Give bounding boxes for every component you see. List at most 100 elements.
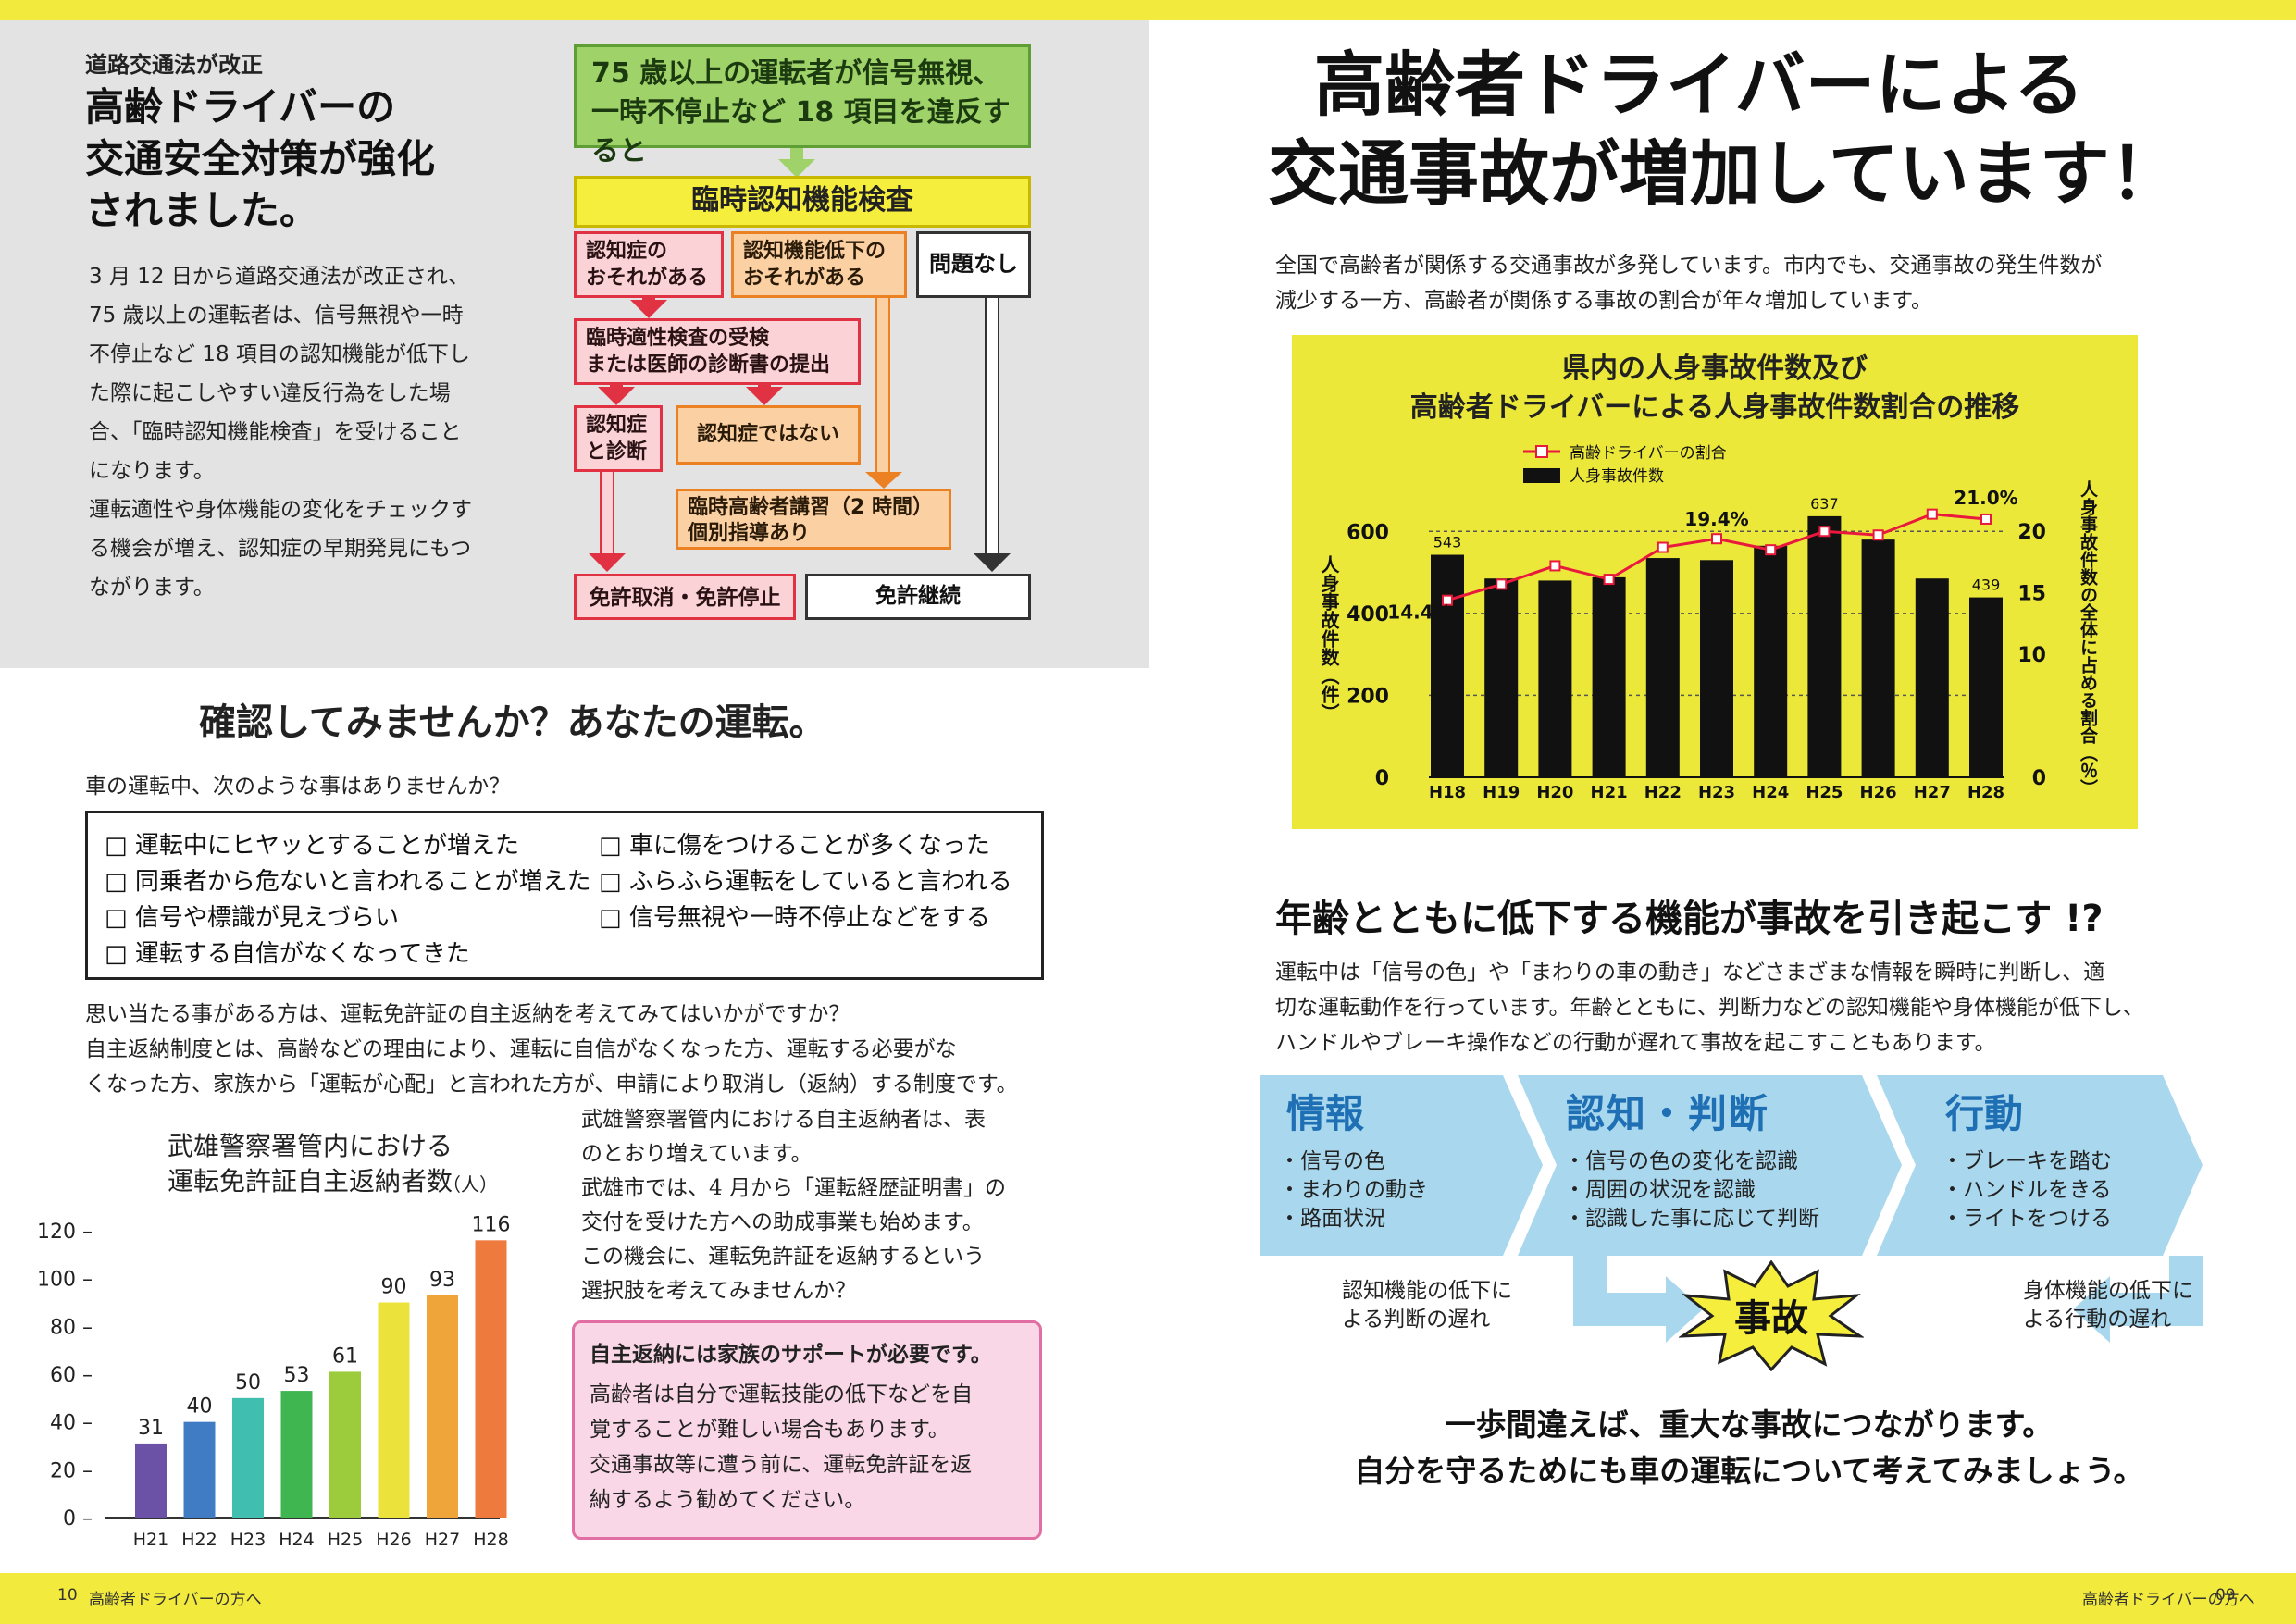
bar-value-label: 637 — [1810, 495, 1839, 513]
bar — [280, 1391, 313, 1518]
top-color-bar — [0, 0, 2296, 20]
body-line: 交通事故等に遭う前に、運転免許証を返 — [590, 1453, 973, 1477]
flow-decline-risk: 認知機能低下の おそれがある — [731, 231, 907, 298]
step-item: ・ブレーキを踏む — [1942, 1149, 2112, 1173]
y-tick-label: 20 – — [50, 1459, 93, 1482]
step-item: ・周囲の状況を認識 — [1564, 1178, 1756, 1202]
chevron-action — [1877, 1075, 2203, 1256]
x-tick-label: H22 — [1644, 783, 1682, 802]
down-arrow-icon — [598, 385, 635, 405]
y2-tick-label: 15 — [2017, 583, 2046, 606]
body-line: 自主返納制度とは、高齢などの理由により、運転に自信がなくなった方、運転する必要が… — [85, 1037, 957, 1061]
return-chart: 0 – 20 – 40 – 60 – 80 – 100 – 120 – 31 H21 40 H22 5… — [37, 1213, 510, 1550]
bottom-color-bar: 10 高齢者ドライバーの方へ 高齢者ドライバーの方へ 09 — [0, 1573, 2296, 1624]
bar — [1969, 597, 2003, 777]
right-arrow-icon — [1573, 1256, 1703, 1343]
line-value-label: 19.4% — [1684, 508, 1748, 530]
ratio-point — [1549, 560, 1561, 572]
x-tick-label: H27 — [1914, 783, 1951, 802]
body-line: 身体機能の低下に — [2023, 1279, 2193, 1303]
cause-left: 認知機能の低下に よる判断の遅れ — [1342, 1277, 1512, 1334]
checklist-item[interactable]: □ 運転する自信がなくなってきた — [105, 940, 470, 968]
ratio-point — [1657, 541, 1669, 553]
body-line: た際に起こしやすい違反行為をした場 — [89, 381, 451, 405]
left-arrow-icon — [2073, 1256, 2203, 1343]
x-tick-label: H28 — [473, 1530, 508, 1550]
ratio-point — [1711, 533, 1722, 545]
body-line: この機会に、運転免許証を返納するという — [581, 1245, 986, 1269]
checklist-item[interactable]: □ 同乗者から危ないと言われることが増えた — [105, 868, 591, 896]
down-arrow-icon — [974, 553, 1011, 572]
checklist-item[interactable]: □ 運転中にヒヤッとすることが増えた — [105, 832, 520, 860]
y-tick-label: 100 – — [37, 1269, 93, 1292]
checklist-item[interactable]: □ ふらふら運転をしていると言われる — [599, 868, 1012, 896]
step-item: ・信号の色 — [1279, 1149, 1385, 1173]
body-line: ハンドルやブレーキ操作などの行動が遅れて事故を起こすこともあります。 — [1275, 1031, 1996, 1055]
y-tick-label: 120 – — [37, 1221, 93, 1244]
x-tick-label: H18 — [1429, 783, 1466, 802]
bar — [1538, 580, 1572, 777]
bar — [427, 1295, 458, 1518]
step-item: ・ライトをつける — [1942, 1207, 2112, 1231]
ratio-point — [1442, 594, 1453, 606]
body-line: 高齢者は自分で運転技能の低下などを自 — [590, 1382, 973, 1407]
body-line: 3 月 12 日から道路交通法が改正され、 — [89, 265, 470, 289]
y2-axis-title: 人身事故件数の全体に占める割合（％） — [2078, 480, 2099, 797]
bar — [378, 1302, 410, 1518]
family-support-box: 自主返納には家族のサポートが必要です。 高齢者は自分で運転技能の低下などを自 覚… — [572, 1320, 1042, 1540]
intro-body: 3 月 12 日から道路交通法が改正され、 75 歳以上の運転者は、信号無視や一… — [89, 257, 552, 607]
down-arrow-icon — [865, 472, 902, 489]
y-tick-label: 600 — [1347, 521, 1389, 544]
y-tick-label: 0 – — [63, 1507, 93, 1531]
body-line: くなった方、家族から「運転が心配」と言われた方が、申請により取消し（返納）する制… — [85, 1072, 1018, 1097]
bar — [232, 1397, 264, 1518]
body-line: よる判断の遅れ — [1342, 1308, 1491, 1332]
return-chart-title: 武雄警察署管内における 運転免許証自主返納者数 — [167, 1131, 453, 1196]
body-line: 交付を受けた方への助成事業も始めます。 — [581, 1210, 984, 1234]
accident-label: 事故 — [1734, 1297, 1808, 1340]
check-heading: 確認してみませんか？あなたの運転。 — [199, 701, 826, 744]
y2-tick-label: 0 — [2032, 767, 2046, 790]
step-items: ・信号の色 ・まわりの動き ・路面状況 — [1279, 1147, 1428, 1233]
process-chevrons — [1260, 1075, 2203, 1256]
flow-dementia-risk: 認知症の おそれがある — [574, 231, 724, 298]
flow-test-box: 臨時認知機能検査 — [574, 176, 1031, 228]
body-line: 選択肢を考えてみませんか？ — [581, 1279, 857, 1303]
checklist-item[interactable]: □ 信号や標識が見えづらい — [105, 904, 400, 932]
kicker: 道路交通法が改正 — [85, 52, 263, 78]
flow-lecture: 臨時高齢者講習（2 時間） 個別指導あり — [676, 489, 951, 550]
x-tick-label: H23 — [1698, 783, 1735, 802]
accident-burst-icon — [1679, 1260, 1864, 1371]
bar-value-label: 543 — [1433, 534, 1462, 552]
body-line: 納するよう勧めてください。 — [590, 1488, 866, 1512]
checklist-item[interactable]: □ 車に傷をつけることが多くなった — [599, 832, 990, 860]
line-value-label: 21.0% — [1954, 487, 2017, 509]
x-tick-label: H19 — [1483, 783, 1520, 802]
title-line: 交通安全対策が強化 — [85, 136, 436, 181]
check-lead: 車の運転中、次のような事はありませんか？ — [85, 775, 511, 799]
body-line: る機会が増え、認知症の早期発見にもつ — [89, 537, 472, 561]
legend-marker — [1535, 445, 1548, 458]
bar-value-label: 40 — [187, 1395, 213, 1419]
support-body: 高齢者は自分で運転技能の低下などを自 覚することが難しい場合もあります。 交通事… — [590, 1377, 973, 1518]
ratio-point — [1603, 574, 1615, 586]
ratio-point — [1926, 508, 1938, 520]
step-item: ・ハンドルをきる — [1942, 1178, 2112, 1202]
body-line: 武雄警察署管内における自主返納者は、表 — [581, 1108, 986, 1132]
x-tick-label: H21 — [1591, 783, 1628, 802]
bar-value-label: 93 — [429, 1269, 455, 1292]
body-line: 思い当たる事がある方は、運転免許証の自主返納を考えてみてはいかがですか？ — [85, 1002, 850, 1026]
title-line: されました。 — [85, 188, 319, 233]
body-line: 全国で高齢者が関係する交通事故が多発しています。市内でも、交通事故の発生件数が — [1275, 254, 2103, 278]
checklist-item[interactable]: □ 信号無視や一時不停止などをする — [599, 904, 990, 932]
chevron-judgement — [1518, 1075, 1902, 1256]
step-items: ・ブレーキを踏む ・ハンドルをきる ・ライトをつける — [1942, 1147, 2112, 1233]
x-tick-label: H28 — [1967, 783, 2004, 802]
y2-tick-label: 10 — [2017, 644, 2046, 667]
x-tick-label: H24 — [279, 1530, 314, 1550]
main-headline-2: 交通事故が増加しています！ — [1268, 132, 2180, 215]
body-line: のとおり増えています。 — [581, 1142, 813, 1166]
bar — [1754, 545, 1788, 777]
bar — [1431, 554, 1464, 777]
